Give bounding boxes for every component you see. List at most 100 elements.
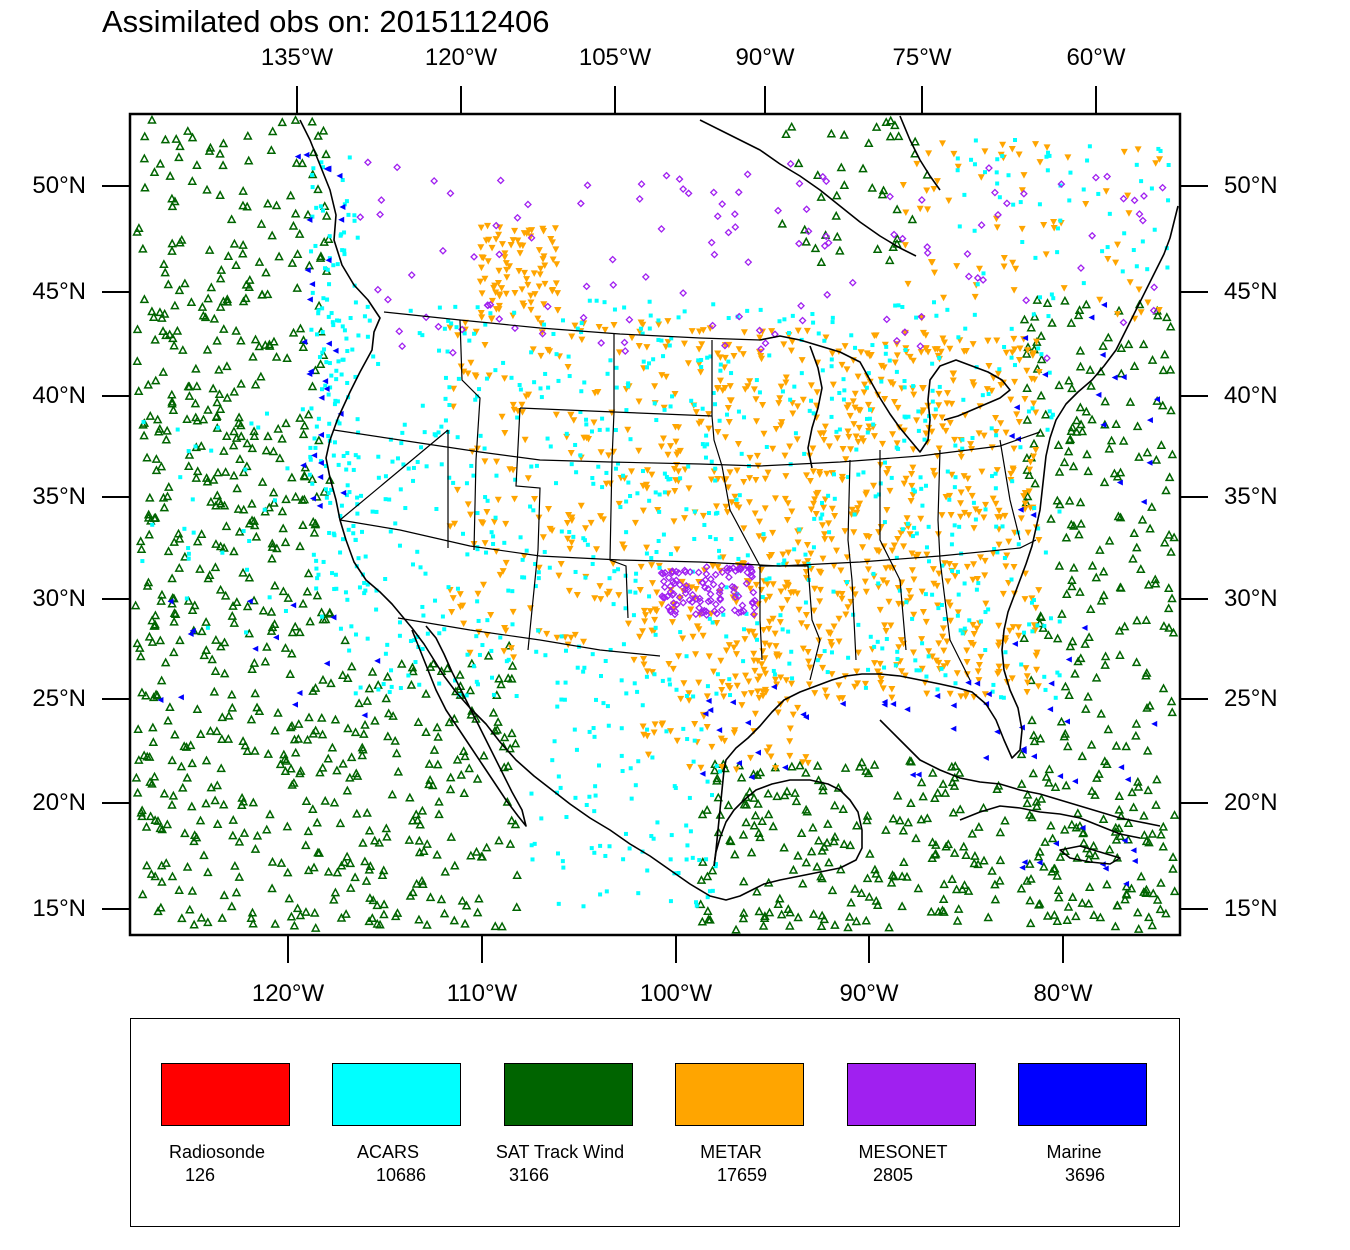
- sat-track-wind-marker: [364, 825, 375, 835]
- sat-track-wind-marker: [167, 238, 177, 248]
- metar-marker: [838, 595, 846, 603]
- acars-marker: [811, 411, 816, 416]
- sat-track-wind-marker: [167, 246, 177, 255]
- acars-marker: [398, 487, 403, 492]
- acars-marker: [522, 575, 527, 580]
- acars-marker: [323, 487, 328, 492]
- mesonet-marker: [709, 580, 718, 589]
- sat-track-wind-marker: [272, 543, 282, 553]
- sat-track-wind-marker: [832, 190, 842, 200]
- sat-track-wind-marker: [228, 815, 239, 824]
- metar-marker: [906, 531, 914, 538]
- sat-track-wind-marker: [1150, 574, 1160, 584]
- acars-marker: [811, 545, 816, 550]
- sat-track-wind-marker: [224, 710, 234, 720]
- metar-marker: [577, 502, 585, 510]
- marine-marker: [1102, 865, 1109, 872]
- acars-marker: [633, 783, 638, 788]
- sat-track-wind-marker: [1060, 681, 1071, 691]
- sat-track-wind-marker: [749, 820, 760, 830]
- sat-track-wind-marker: [414, 847, 425, 857]
- metar-marker: [756, 673, 764, 680]
- metar-marker: [900, 427, 908, 435]
- acars-marker: [664, 475, 669, 480]
- acars-marker: [626, 381, 631, 386]
- metar-marker: [673, 546, 681, 553]
- marine-marker: [339, 204, 346, 211]
- sat-track-wind-marker: [266, 145, 277, 155]
- metar-marker: [821, 496, 829, 503]
- metar-marker: [812, 511, 820, 518]
- metar-marker: [551, 225, 559, 232]
- mesonet-marker: [538, 329, 547, 338]
- mesonet-marker: [686, 568, 695, 576]
- left-axis-label: 20°N: [32, 789, 86, 816]
- marine-marker: [965, 679, 972, 686]
- metar-marker: [564, 363, 572, 371]
- sat-track-wind-marker: [1086, 380, 1096, 390]
- acars-marker: [691, 759, 696, 764]
- sat-track-wind-marker: [177, 913, 187, 923]
- sat-track-wind-marker: [237, 792, 247, 802]
- sat-track-wind-marker: [236, 431, 246, 441]
- sat-track-wind-marker: [1123, 339, 1134, 349]
- mesonet-marker: [704, 584, 712, 593]
- acars-marker: [976, 581, 981, 586]
- sat-track-wind-marker: [941, 841, 951, 851]
- metar-marker: [731, 493, 739, 501]
- sat-track-wind-marker: [1026, 322, 1037, 332]
- metar-marker: [537, 320, 545, 327]
- metar-marker: [949, 370, 957, 378]
- acars-marker: [578, 453, 583, 458]
- metar-marker: [993, 224, 1001, 231]
- sat-track-wind-marker: [1138, 339, 1149, 349]
- metar-marker: [474, 590, 482, 598]
- metar-marker: [905, 587, 913, 595]
- acars-marker: [841, 397, 846, 402]
- acars-marker: [1043, 550, 1048, 555]
- acars-marker: [324, 360, 329, 365]
- acars-marker: [318, 204, 323, 209]
- metar-marker: [882, 565, 890, 572]
- metar-marker: [943, 638, 951, 646]
- marine-marker: [167, 598, 174, 605]
- sat-track-wind-marker: [1100, 756, 1110, 766]
- metar-marker: [481, 458, 489, 465]
- metar-marker: [847, 446, 855, 453]
- mesonet-marker: [695, 594, 704, 603]
- sat-track-wind-marker: [390, 911, 401, 921]
- acars-marker: [474, 679, 479, 684]
- marine-marker: [1057, 773, 1064, 780]
- acars-marker: [697, 858, 702, 863]
- metar-marker: [686, 614, 694, 622]
- metar-marker: [1050, 225, 1058, 232]
- sat-track-wind-marker: [826, 128, 837, 138]
- sat-track-wind-marker: [203, 917, 213, 927]
- sat-track-wind-marker: [1111, 419, 1121, 429]
- sat-track-wind-marker: [155, 635, 166, 645]
- metar-marker: [872, 332, 880, 339]
- sat-track-wind-marker: [267, 553, 277, 563]
- sat-track-wind-marker: [267, 622, 278, 632]
- metar-marker: [964, 486, 972, 493]
- metar-marker: [855, 424, 863, 432]
- marine-marker: [318, 394, 325, 401]
- sat-track-wind-marker: [379, 909, 389, 919]
- acars-marker: [340, 248, 345, 253]
- metar-marker: [1003, 552, 1011, 559]
- metar-marker: [806, 477, 814, 485]
- metar-marker: [501, 375, 509, 382]
- sat-track-wind-marker: [439, 908, 450, 918]
- sat-track-wind-marker: [227, 901, 237, 911]
- acars-marker: [539, 395, 544, 400]
- acars-marker: [923, 483, 928, 488]
- metar-marker: [821, 687, 829, 695]
- sat-track-wind-marker: [1076, 653, 1086, 663]
- sat-track-wind-marker: [963, 886, 974, 895]
- sat-track-wind-marker: [1128, 553, 1138, 563]
- acars-marker: [498, 635, 503, 640]
- sat-track-wind-marker: [169, 593, 179, 603]
- sat-track-wind-marker: [178, 345, 188, 354]
- acars-marker: [792, 547, 797, 552]
- sat-track-wind-marker: [787, 761, 797, 771]
